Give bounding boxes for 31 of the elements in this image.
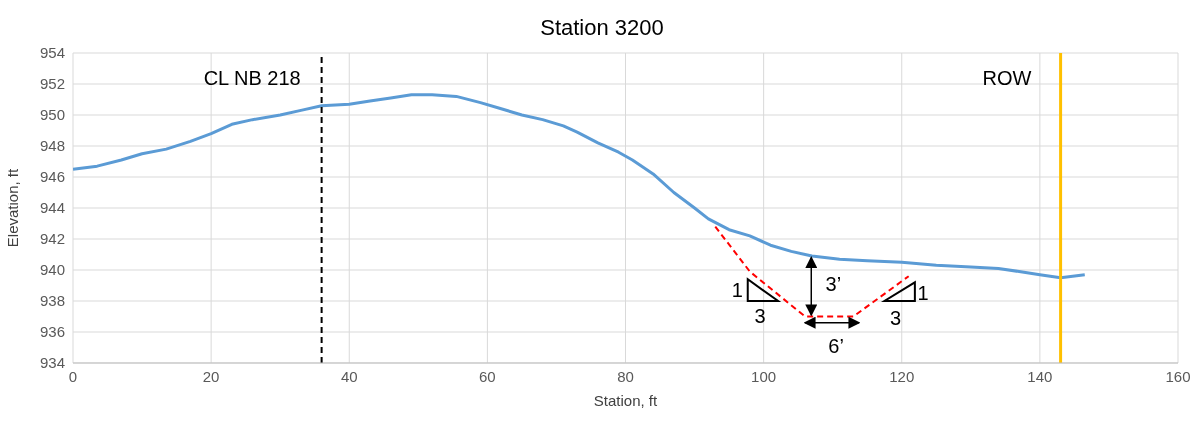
ref-line-label: CL NB 218 xyxy=(203,67,301,90)
annotation: 3 xyxy=(889,306,902,329)
x-tick-label: 120 xyxy=(889,367,915,385)
y-tick-label: 940 xyxy=(39,261,65,279)
y-tick-label: 936 xyxy=(39,323,65,341)
y-tick-label: 952 xyxy=(39,75,65,93)
chart-title: Station 3200 xyxy=(540,15,664,40)
y-tick-label: 944 xyxy=(39,199,65,217)
y-tick-label: 954 xyxy=(39,44,65,62)
y-tick-label: 942 xyxy=(39,230,65,248)
annotation: 1 xyxy=(731,278,743,301)
x-tick-label: 0 xyxy=(68,367,78,385)
y-tick-label: 946 xyxy=(39,168,65,186)
y-tick-label: 948 xyxy=(39,137,65,155)
annotation: 1 xyxy=(917,282,929,305)
y-tick-label: 950 xyxy=(39,106,65,124)
x-tick-label: 60 xyxy=(479,367,496,385)
x-tick-label: 40 xyxy=(340,367,358,385)
x-tick-label: 20 xyxy=(202,367,220,385)
x-axis-title: Station, ft xyxy=(593,392,659,409)
x-tick-label: 100 xyxy=(751,367,777,385)
ref-line-label: ROW xyxy=(982,67,1032,90)
x-tick-label: 160 xyxy=(1165,367,1191,385)
annotation: 3’ xyxy=(825,272,842,295)
y-tick-label: 938 xyxy=(39,292,65,310)
x-tick-label: 80 xyxy=(617,367,634,385)
y-tick-label: 934 xyxy=(39,354,65,372)
annotation: 3 xyxy=(754,305,766,328)
y-axis-title: Elevation, ft xyxy=(4,167,22,248)
x-tick-label: 140 xyxy=(1027,367,1053,385)
annotation: 6’ xyxy=(828,334,844,357)
